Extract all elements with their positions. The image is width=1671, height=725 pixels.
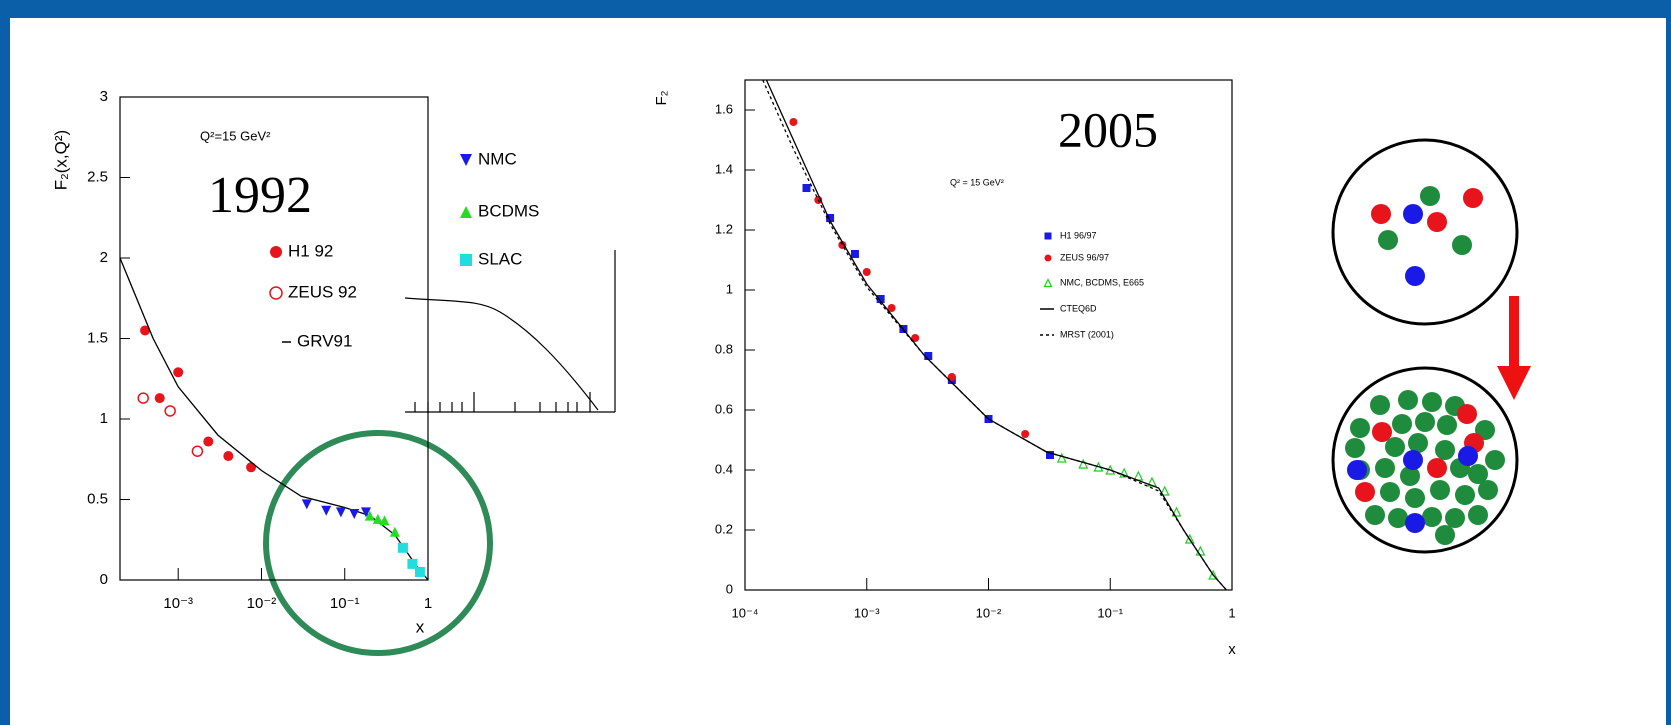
y-tick-label: 1.4	[715, 161, 733, 176]
data-point	[1046, 451, 1055, 459]
data-point	[1171, 506, 1182, 517]
data-point	[1159, 485, 1170, 496]
legend-swatch	[1044, 232, 1052, 240]
data-point	[876, 295, 885, 303]
data-point	[397, 542, 408, 553]
legend-label: NMC	[478, 149, 517, 168]
legend-swatch	[1044, 254, 1052, 262]
legend-label: CTEQ6D	[1060, 303, 1097, 313]
legend-swatch	[460, 154, 472, 166]
data-point	[802, 184, 811, 192]
data-point	[1021, 430, 1030, 438]
data-point	[1078, 458, 1089, 469]
data-point	[372, 513, 383, 524]
x-axis-label: x	[416, 617, 425, 636]
x-tick-label: 10⁻¹	[330, 595, 360, 612]
x-tick-label: 10⁻³	[163, 595, 193, 612]
y-tick-label: 0	[726, 581, 733, 596]
y-tick-label: 0.4	[715, 461, 733, 476]
y-axis-label: F₂	[653, 90, 670, 105]
annotation: Q²=15 GeV²	[200, 128, 271, 143]
data-point	[850, 250, 859, 258]
legend-label: MRST (2001)	[1060, 329, 1114, 339]
data-point	[360, 507, 371, 518]
y-tick-label: 0.5	[87, 490, 108, 507]
curve	[762, 79, 1227, 591]
x-tick-label: 10⁻³	[854, 605, 880, 620]
y-tick-label: 3	[100, 88, 108, 105]
y-tick-label: 2.5	[87, 168, 108, 185]
data-point	[389, 526, 400, 537]
data-point	[407, 558, 418, 569]
data-point	[1208, 569, 1219, 580]
inset	[404, 250, 616, 413]
y-tick-label: 2	[100, 249, 108, 266]
data-point	[887, 304, 896, 312]
legend-label: H1 92	[288, 241, 333, 260]
x-tick-label: 10⁻¹	[1097, 605, 1123, 620]
data-point	[223, 451, 234, 462]
data-point	[335, 507, 346, 518]
annotation: Q² = 15 GeV²	[950, 177, 1004, 187]
data-point	[173, 367, 184, 378]
legend-swatch	[270, 246, 282, 258]
data-point	[246, 462, 257, 473]
proton-diagram	[1331, 138, 1531, 554]
legend-label: GRV91	[297, 331, 352, 350]
chart-title: 1992	[208, 167, 312, 224]
legend-label: ZEUS 96/97	[1060, 252, 1109, 262]
legend-swatch	[1043, 278, 1053, 288]
data-point	[924, 352, 933, 360]
highlight-circle	[263, 430, 493, 656]
y-tick-label: 1	[100, 410, 108, 427]
data-point	[137, 392, 149, 404]
x-tick-label: 10⁻²	[247, 595, 277, 612]
y-tick-label: 0	[100, 571, 108, 588]
data-point	[301, 499, 312, 510]
y-tick-label: 1.6	[715, 101, 733, 116]
data-point	[164, 405, 176, 417]
y-axis-label: F₂(x,Q²)	[51, 130, 70, 190]
y-tick-label: 1.5	[87, 329, 108, 346]
y-tick-label: 1.2	[715, 221, 733, 236]
y-tick-label: 0.2	[715, 521, 733, 536]
legend-label: NMC, BCDMS, E665	[1060, 277, 1144, 287]
legend-swatch	[460, 254, 472, 266]
x-tick-label: 1	[1228, 605, 1235, 620]
data-point	[349, 508, 360, 519]
data-point	[911, 334, 920, 342]
data-point	[789, 118, 798, 126]
data-point	[1184, 533, 1195, 544]
data-point	[191, 445, 204, 457]
legend-label: H1 96/97	[1060, 230, 1097, 240]
data-point	[1119, 467, 1130, 478]
data-point	[379, 515, 390, 526]
chart-title: 2005	[1058, 101, 1158, 157]
legend-label: BCDMS	[478, 201, 539, 220]
data-point	[364, 510, 375, 521]
data-point	[203, 436, 214, 447]
data-point	[154, 393, 165, 404]
data-point	[838, 241, 847, 249]
legend-label: ZEUS 92	[288, 282, 357, 301]
x-tick-label: 10⁻⁴	[732, 605, 759, 620]
data-point	[947, 373, 956, 381]
data-point	[140, 325, 151, 336]
legend-swatch	[460, 206, 472, 218]
data-point	[414, 566, 425, 577]
x-axis-label: x	[1228, 641, 1236, 658]
data-point	[826, 214, 835, 222]
x-tick-label: 10⁻²	[976, 605, 1002, 620]
y-tick-label: 0.6	[715, 401, 733, 416]
data-point	[862, 268, 871, 276]
y-tick-label: 1	[726, 281, 733, 296]
data-point	[1056, 452, 1067, 463]
legend-label: SLAC	[478, 249, 522, 268]
x-tick-label: 1	[424, 595, 432, 612]
data-point	[321, 505, 332, 516]
legend-swatch	[269, 286, 283, 300]
y-tick-label: 0.8	[715, 341, 733, 356]
